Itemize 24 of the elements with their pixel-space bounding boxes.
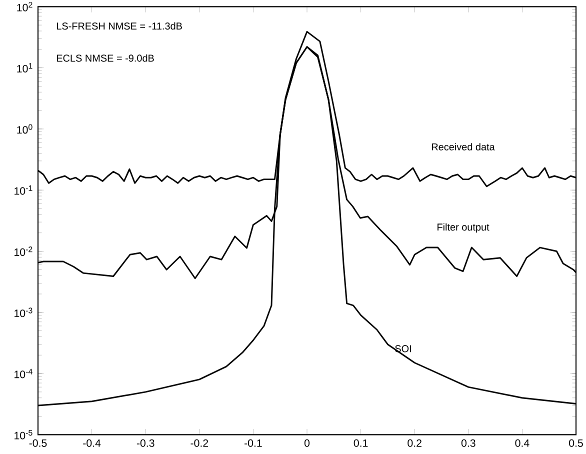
- x-tick-label: 0.4: [515, 439, 530, 447]
- annotation: ECLS NMSE = -9.0dB: [56, 54, 154, 62]
- series-label: SOI: [395, 345, 411, 352]
- x-tick-label: 0.3: [461, 439, 476, 447]
- x-tick-label: -0.3: [136, 439, 154, 447]
- y-tick-label: 10$^{-4}$: [14, 368, 32, 378]
- y-tick-label: 10$^{0}$: [17, 124, 32, 134]
- y-tick-label: 10$^{-1}$: [14, 185, 32, 195]
- y-tick-label: 10$^{-5}$: [14, 430, 32, 440]
- y-tick-label: 10$^{1}$: [17, 63, 32, 72]
- x-tick-label: 0: [304, 439, 310, 447]
- x-tick-label: 0.2: [408, 439, 422, 447]
- x-tick-label: -0.5: [29, 439, 47, 447]
- y-tick-label: 10$^{2}$: [17, 2, 32, 12]
- y-tick-label: 10$^{-3}$: [14, 308, 32, 318]
- x-tick-label: -0.2: [190, 439, 208, 447]
- text: Received data: [432, 143, 495, 150]
- x-tick-label: 0.5: [569, 439, 583, 447]
- annotation: LS-FRESH NMSE = -11.3dB: [56, 22, 182, 30]
- x-tick-label: 0.1: [354, 439, 368, 447]
- x-tick-label: -0.1: [244, 439, 262, 447]
- series-label: Filter output: [438, 223, 490, 233]
- y-tick-label: 10$^{-2}$: [14, 246, 32, 256]
- x-tick-label: -0.4: [83, 439, 101, 447]
